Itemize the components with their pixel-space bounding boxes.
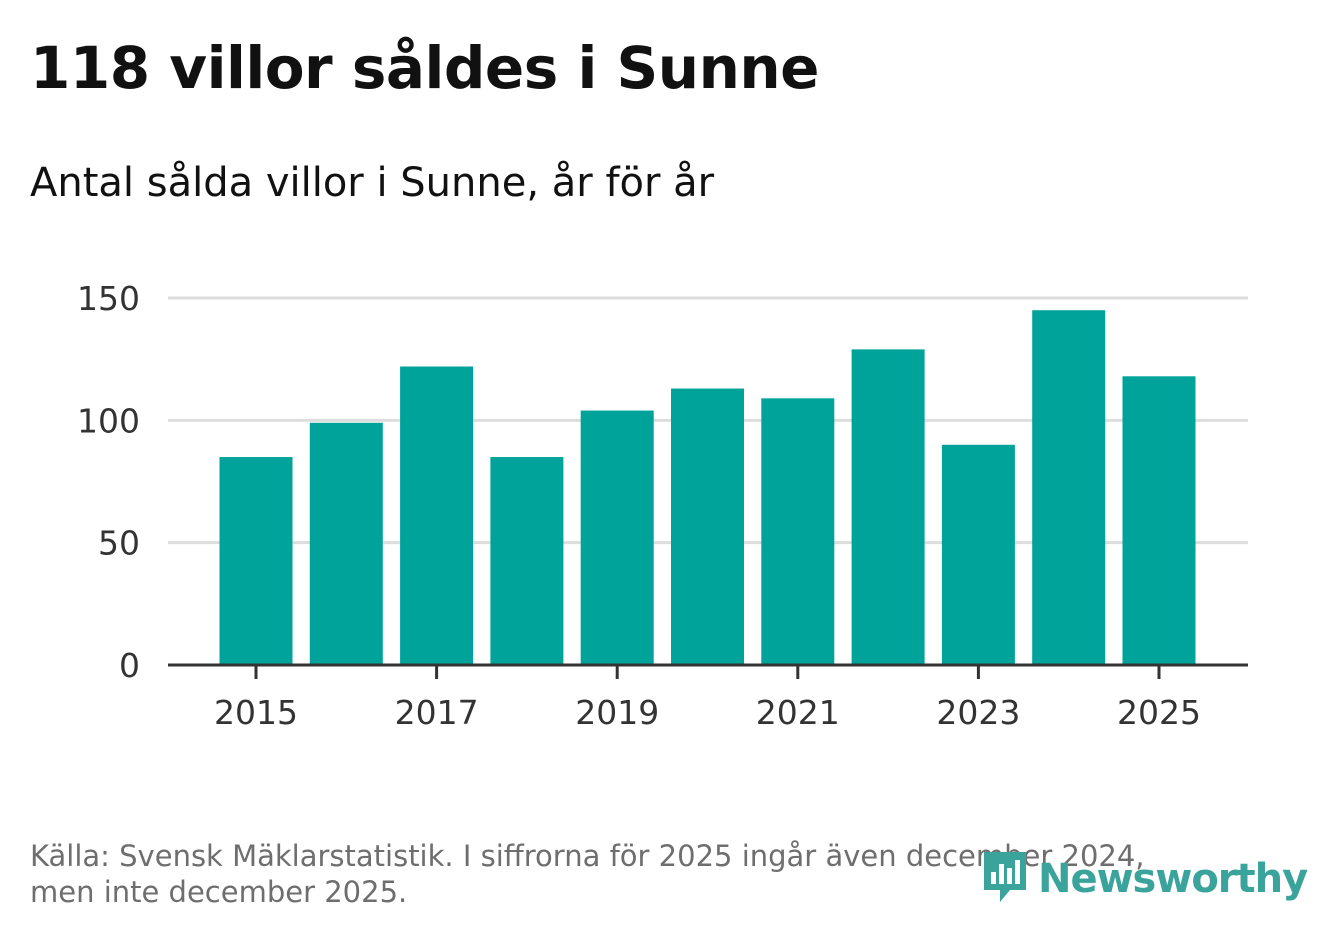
bar-2022 bbox=[851, 349, 925, 665]
bars bbox=[219, 310, 1196, 665]
newsworthy-logo[interactable]: Newsworthy bbox=[980, 848, 1308, 910]
chart-subtitle: Antal sålda villor i Sunne, år för år bbox=[30, 160, 715, 206]
bar-2017 bbox=[400, 366, 474, 665]
x-tick-label: 2019 bbox=[575, 693, 659, 732]
bar-2025 bbox=[1122, 376, 1196, 665]
axes: 0 50 100 150 2015 2017 2019 2021 2023 2025 bbox=[77, 279, 1248, 732]
x-tick-label: 2017 bbox=[395, 693, 479, 732]
y-tick-label: 150 bbox=[77, 279, 140, 318]
bar-2023 bbox=[941, 444, 1015, 665]
y-tick-label: 100 bbox=[77, 401, 140, 440]
bar-2015 bbox=[219, 457, 293, 665]
y-tick-label: 0 bbox=[119, 646, 140, 685]
bar-2021 bbox=[761, 398, 835, 665]
y-tick-label: 50 bbox=[98, 524, 140, 563]
source-line-2: men inte december 2025. bbox=[30, 875, 408, 909]
bar-2024 bbox=[1032, 310, 1106, 665]
x-tick-label: 2025 bbox=[1117, 693, 1201, 732]
source-line-1: Källa: Svensk Mäklarstatistik. I siffror… bbox=[30, 839, 1145, 873]
source-note: Källa: Svensk Mäklarstatistik. I siffror… bbox=[30, 838, 1230, 910]
x-tick-label: 2023 bbox=[936, 693, 1020, 732]
logo-text: Newsworthy bbox=[1038, 856, 1308, 902]
chart-bubble-icon bbox=[980, 848, 1030, 910]
x-tick-label: 2021 bbox=[756, 693, 840, 732]
bar-2020 bbox=[671, 388, 744, 665]
bar-2018 bbox=[490, 457, 564, 665]
bar-2019 bbox=[580, 410, 654, 665]
chart-title: 118 villor såldes i Sunne bbox=[30, 34, 820, 102]
bar-2016 bbox=[309, 422, 383, 665]
x-tick-label: 2015 bbox=[214, 693, 298, 732]
